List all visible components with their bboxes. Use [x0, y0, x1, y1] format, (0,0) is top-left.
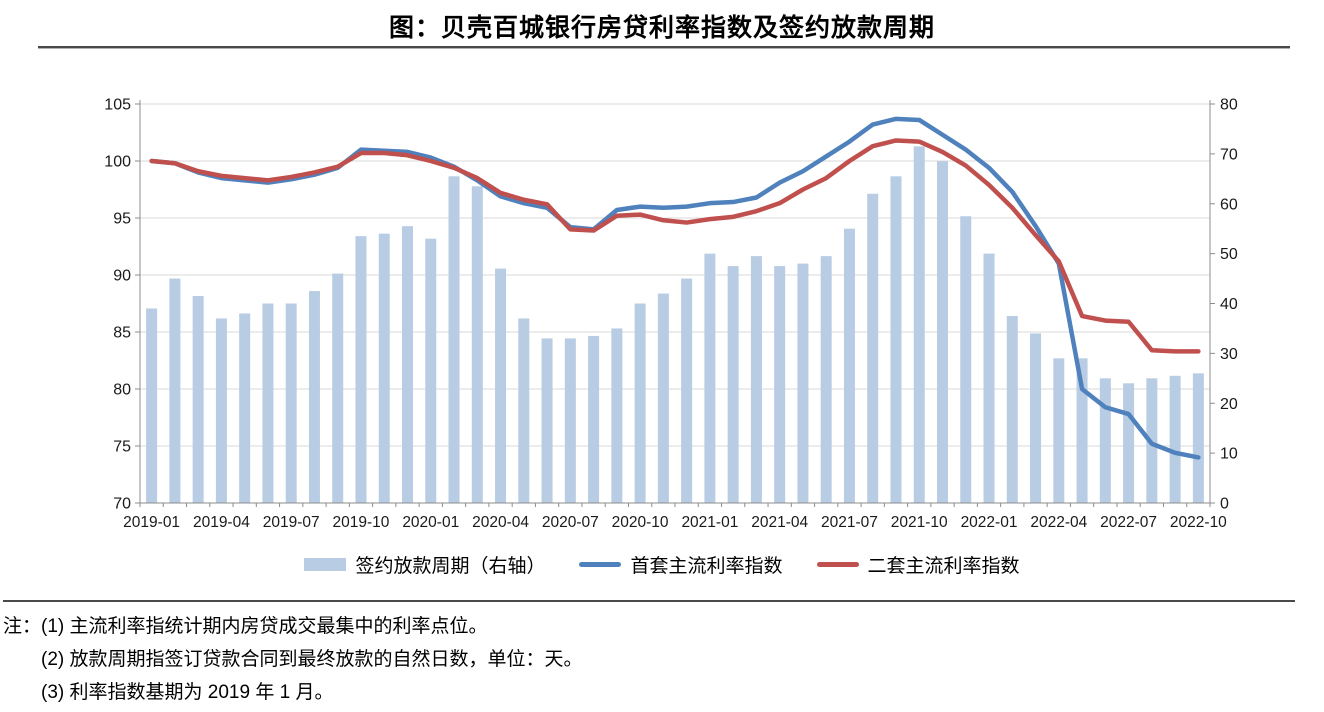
bar [727, 266, 739, 503]
bar [308, 291, 320, 503]
left-axis-label: 85 [113, 325, 131, 342]
bar [634, 303, 646, 503]
bar [983, 253, 995, 503]
bar [937, 161, 948, 503]
right-axis-label: 60 [1220, 196, 1238, 213]
bar [820, 256, 832, 503]
right-axis-label: 20 [1220, 396, 1238, 413]
bar [1192, 373, 1204, 503]
bar [774, 266, 786, 503]
bar [681, 278, 693, 503]
bar [1076, 358, 1088, 503]
left-axis-label: 100 [104, 154, 131, 171]
bar [611, 328, 623, 503]
bar [215, 318, 227, 503]
left-axis-label: 75 [113, 439, 131, 456]
legend-label-second-home: 二套主流利率指数 [867, 556, 1020, 577]
x-axis-label: 2021-07 [821, 514, 878, 531]
legend-item-first-home: 首套主流利率指数 [579, 551, 783, 578]
bar [1053, 358, 1065, 503]
x-axis-label: 2022-10 [1170, 514, 1227, 531]
first-home-rate-line [149, 116, 1201, 460]
x-axis-label: 2021-01 [681, 514, 738, 531]
bar [843, 228, 855, 503]
bar [239, 313, 251, 503]
right-axis-label: 50 [1220, 246, 1238, 263]
bar [797, 263, 809, 503]
left-axis-label: 80 [113, 382, 131, 399]
bar [355, 236, 367, 503]
left-axis-label: 70 [113, 496, 131, 513]
right-axis-label: 80 [1220, 97, 1238, 114]
legend-item-second-home: 二套主流利率指数 [816, 551, 1020, 578]
bar [1099, 378, 1111, 503]
x-axis-label: 2020-07 [542, 514, 599, 531]
x-axis-label: 2020-01 [402, 514, 459, 531]
bar [588, 335, 600, 503]
bar [541, 338, 553, 503]
bar [1006, 315, 1018, 503]
bar [890, 176, 902, 503]
legend-label-loan-period: 签约放款周期（右轴） [355, 556, 546, 577]
left-axis-label: 105 [104, 97, 131, 114]
bar [192, 296, 204, 503]
x-axis-label: 2022-01 [961, 514, 1018, 531]
bar [402, 226, 413, 503]
red-line-swatch-icon [816, 562, 859, 567]
right-axis-label: 0 [1220, 496, 1229, 513]
bar [913, 146, 925, 504]
x-axis-label: 2022-04 [1030, 514, 1087, 531]
second-home-rate-line [149, 138, 1201, 354]
bar [146, 308, 158, 503]
bar [1169, 375, 1181, 503]
legend-item-loan-period: 签约放款周期（右轴） [304, 551, 545, 578]
legend-label-first-home: 首套主流利率指数 [630, 556, 783, 577]
bar [867, 193, 879, 503]
footnotes: 注：(1) 主流利率指统计期内房贷成交最集中的利率点位。 (2) 放款周期指签订… [3, 600, 1295, 709]
bar [704, 253, 716, 503]
right-axis-label: 40 [1220, 296, 1238, 313]
footnote-1: 注：(1) 主流利率指统计期内房贷成交最集中的利率点位。 [3, 616, 488, 637]
bar [425, 238, 437, 503]
footnote-3: (3) 利率指数基期为 2019 年 1 月。 [41, 682, 334, 703]
chart-legend: 签约放款周期（右轴） 首套主流利率指数 二套主流利率指数 [0, 551, 1324, 578]
bar [332, 273, 344, 503]
bar [518, 318, 530, 503]
bar [378, 233, 390, 504]
x-axis-label: 2019-01 [123, 514, 180, 531]
bar [495, 268, 507, 503]
bar [657, 293, 669, 503]
bar [262, 303, 274, 503]
blue-line-swatch-icon [579, 562, 622, 567]
x-axis-label: 2020-10 [612, 514, 669, 531]
bar-swatch-icon [304, 558, 347, 571]
right-axis-label: 30 [1220, 346, 1238, 363]
right-axis-label: 70 [1220, 146, 1238, 163]
bar [471, 186, 483, 503]
x-axis-label: 2019-10 [333, 514, 390, 531]
x-axis-label: 2022-07 [1100, 514, 1157, 531]
bar [564, 338, 576, 503]
x-axis-label: 2020-04 [472, 514, 529, 531]
mortgage-rate-combo-chart: 70 75 80 85 90 95 100 105 0 10 20 30 40 50 60 70 80 2019-… [104, 97, 1238, 532]
bar [448, 176, 460, 503]
title-divider [38, 46, 1290, 49]
right-axis-label: 10 [1220, 446, 1238, 463]
x-axis-label: 2021-04 [751, 514, 808, 531]
bar [1030, 333, 1042, 503]
bar [1123, 383, 1135, 503]
x-axis-label: 2021-10 [891, 514, 948, 531]
left-axis-label: 95 [113, 211, 131, 228]
bar [750, 256, 762, 503]
chart-title: 图：贝壳百城银行房贷利率指数及签约放款周期 [388, 14, 935, 42]
footnote-2: (2) 放款周期指签订贷款合同到最终放款的自然日数，单位：天。 [41, 649, 583, 670]
bar [960, 216, 972, 503]
bar [285, 303, 297, 503]
bar [169, 278, 181, 503]
x-axis-label: 2019-07 [263, 514, 320, 531]
left-axis-label: 90 [113, 268, 131, 285]
x-axis-label: 2019-04 [193, 514, 250, 531]
